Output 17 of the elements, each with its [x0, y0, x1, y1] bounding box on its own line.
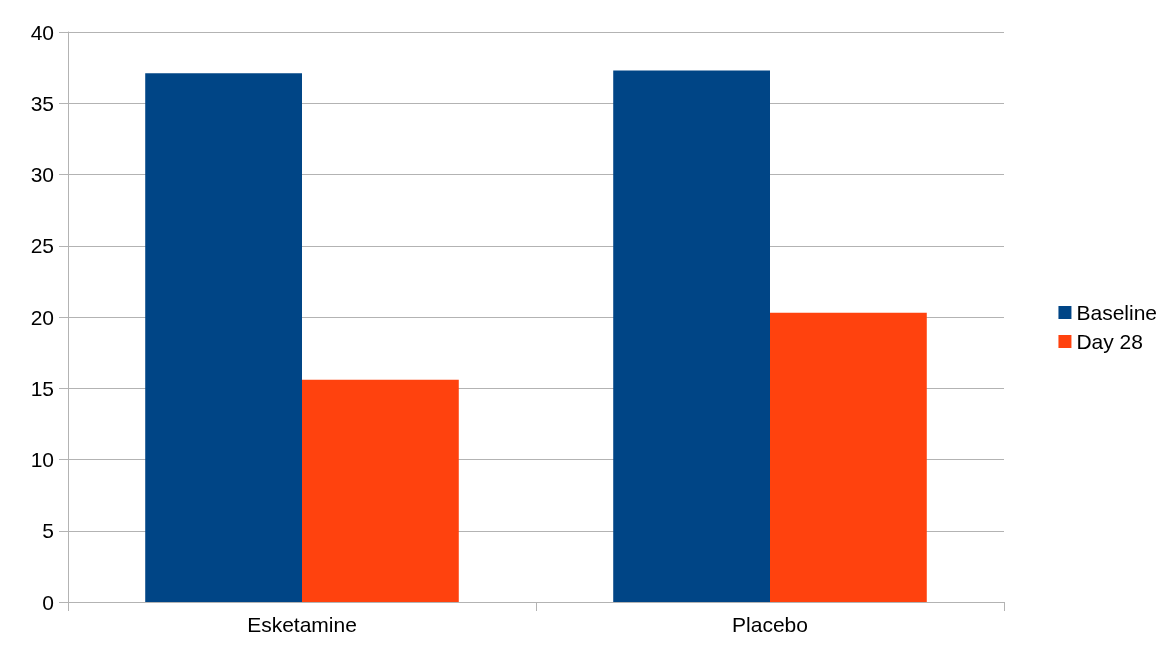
- y-tick-label: 25: [30, 234, 54, 258]
- x-tick-label: Placebo: [732, 613, 808, 636]
- y-tick-label: 20: [30, 305, 54, 329]
- legend-label: Day 28: [1076, 330, 1143, 353]
- y-tick-label: 15: [30, 376, 54, 400]
- y-tick-label: 5: [42, 519, 54, 543]
- legend-label: Baseline: [1076, 301, 1158, 324]
- y-tick-label: 10: [30, 448, 54, 471]
- y-tick-label: 35: [30, 91, 54, 115]
- bar: [145, 73, 302, 602]
- x-tick-label: Esketamine: [247, 613, 357, 636]
- bar: [770, 312, 927, 602]
- bar: [302, 379, 459, 602]
- bar: [613, 70, 770, 602]
- y-tick-label: 0: [42, 590, 54, 614]
- y-tick-label: 40: [30, 20, 54, 44]
- y-tick-label: 30: [30, 163, 54, 186]
